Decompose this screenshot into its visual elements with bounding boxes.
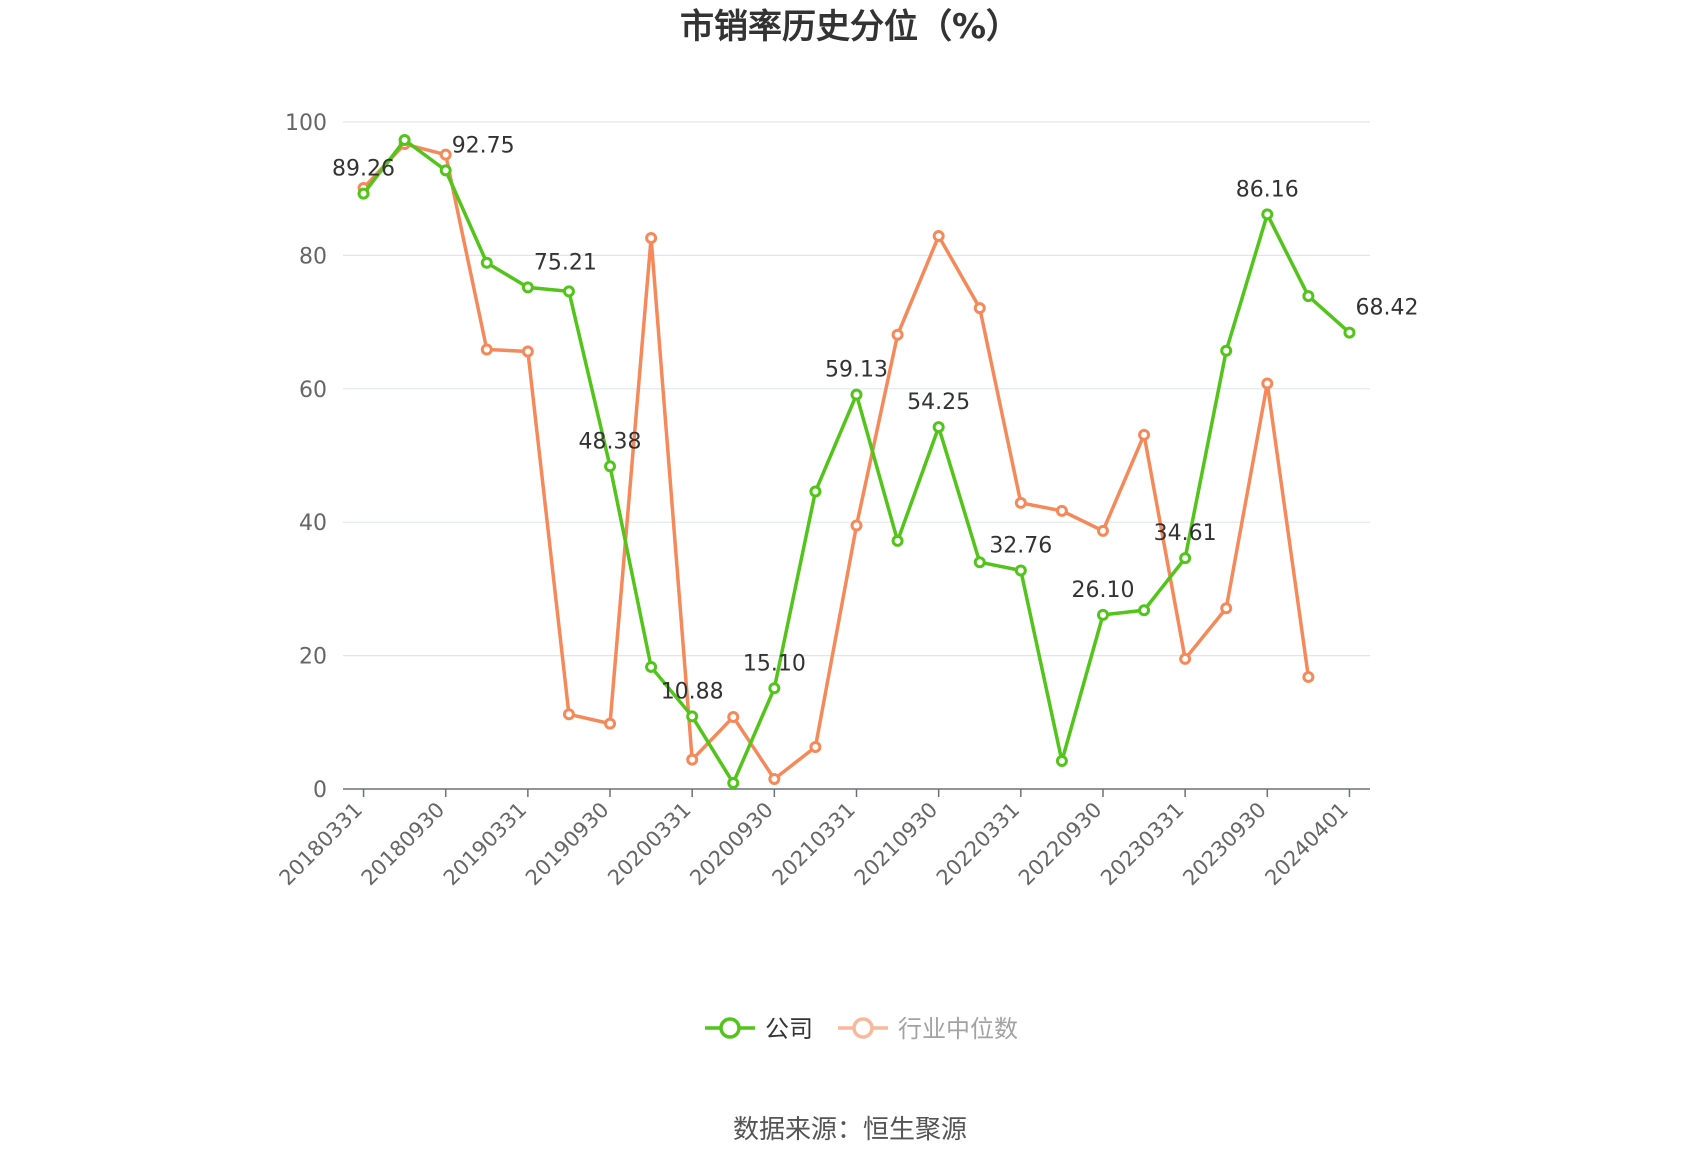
- x-tick-label: 20230930: [1178, 798, 1271, 891]
- data-point[interactable]: [686, 710, 699, 723]
- y-tick-label: 0: [313, 778, 327, 803]
- data-label: 86.16: [1236, 177, 1299, 202]
- data-labels: 89.26 92.75 75.21 48.38 10.88 15.10 59.13 54.25…: [332, 133, 1418, 704]
- legend-marker: [852, 1017, 874, 1039]
- legend-item-1[interactable]: 行业中位数: [838, 1015, 1018, 1043]
- data-point[interactable]: [645, 232, 658, 245]
- x-tick-label: 20180331: [275, 798, 368, 891]
- y-tick-label: 40: [299, 511, 327, 536]
- legend-label: 公司: [765, 1015, 813, 1043]
- y-tick-label: 60: [299, 378, 327, 403]
- data-point[interactable]: [1179, 652, 1192, 665]
- data-label: 10.88: [661, 679, 724, 704]
- data-label: 75.21: [534, 250, 597, 275]
- data-label: 48.38: [579, 429, 642, 454]
- data-point[interactable]: [439, 148, 452, 161]
- data-point[interactable]: [480, 343, 493, 356]
- data-point[interactable]: [1220, 344, 1233, 357]
- data-point[interactable]: [1096, 608, 1109, 621]
- source-note: 数据来源：恒生聚源: [733, 1115, 967, 1145]
- series-line: [362, 142, 1311, 781]
- data-point[interactable]: [604, 460, 617, 473]
- y-tick-label: 80: [299, 244, 327, 269]
- y-axis: 0 20 40 60 80 100: [285, 111, 327, 803]
- data-point[interactable]: [1302, 290, 1315, 303]
- data-point[interactable]: [932, 230, 945, 243]
- data-point[interactable]: [973, 302, 986, 315]
- data-point[interactable]: [439, 164, 452, 177]
- data-point[interactable]: [1014, 564, 1027, 577]
- series-line: [362, 138, 1351, 785]
- data-label: 26.10: [1071, 578, 1134, 603]
- data-point[interactable]: [562, 708, 575, 721]
- y-tick-label: 20: [299, 645, 327, 670]
- series-0: [357, 134, 1356, 789]
- data-point[interactable]: [891, 328, 904, 341]
- x-tick-label: 20240401: [1260, 798, 1353, 891]
- data-point[interactable]: [357, 187, 370, 200]
- x-tick-label: 20210930: [850, 798, 943, 891]
- x-axis: 2018033120180930201903312019093020200331…: [275, 788, 1370, 891]
- data-label: 15.10: [743, 651, 806, 676]
- data-point[interactable]: [398, 134, 411, 147]
- x-tick-label: 20180930: [357, 798, 450, 891]
- data-label: 54.25: [907, 390, 970, 415]
- data-point[interactable]: [768, 682, 781, 695]
- data-label: 32.76: [989, 533, 1052, 558]
- data-point[interactable]: [1220, 602, 1233, 615]
- data-point[interactable]: [932, 421, 945, 434]
- data-point[interactable]: [1261, 377, 1274, 390]
- x-tick-label: 20230331: [1096, 798, 1189, 891]
- data-point[interactable]: [891, 534, 904, 547]
- data-point[interactable]: [973, 556, 986, 569]
- x-tick-label: 20190930: [521, 798, 614, 891]
- x-tick-label: 20200331: [603, 798, 696, 891]
- x-tick-label: 20220331: [932, 798, 1025, 891]
- series-1: [357, 138, 1315, 785]
- data-point[interactable]: [727, 710, 740, 723]
- legend[interactable]: 公司 行业中位数: [705, 1015, 1018, 1043]
- data-point[interactable]: [1343, 326, 1356, 339]
- data-point[interactable]: [1138, 604, 1151, 617]
- data-point[interactable]: [686, 753, 699, 766]
- data-point[interactable]: [727, 776, 740, 789]
- data-point[interactable]: [645, 660, 658, 673]
- data-point[interactable]: [521, 281, 534, 294]
- legend-marker: [719, 1017, 741, 1039]
- y-tick-label: 100: [285, 111, 327, 136]
- data-point[interactable]: [521, 345, 534, 358]
- data-point[interactable]: [809, 740, 822, 753]
- chart-title: 市销率历史分位（%）: [680, 7, 1020, 47]
- x-tick-label: 20210331: [767, 798, 860, 891]
- data-point[interactable]: [562, 285, 575, 298]
- data-point[interactable]: [1302, 670, 1315, 683]
- data-point[interactable]: [850, 519, 863, 532]
- legend-label: 行业中位数: [898, 1015, 1018, 1043]
- legend-item-0[interactable]: 公司: [705, 1015, 813, 1043]
- data-point[interactable]: [1179, 552, 1192, 565]
- data-label: 68.42: [1355, 296, 1418, 321]
- data-point[interactable]: [1096, 524, 1109, 537]
- data-label: 92.75: [452, 133, 515, 158]
- data-point[interactable]: [1138, 428, 1151, 441]
- data-label: 89.26: [332, 157, 395, 182]
- data-point[interactable]: [1014, 496, 1027, 509]
- data-point[interactable]: [809, 485, 822, 498]
- data-label: 59.13: [825, 358, 888, 383]
- data-point[interactable]: [1055, 504, 1068, 517]
- data-point[interactable]: [1055, 754, 1068, 767]
- data-label: 34.61: [1154, 521, 1217, 546]
- data-point[interactable]: [480, 256, 493, 269]
- data-point[interactable]: [1261, 208, 1274, 221]
- x-tick-label: 20200930: [685, 798, 778, 891]
- series-layer: [357, 134, 1356, 789]
- x-tick-label: 20190331: [439, 798, 532, 891]
- data-point[interactable]: [850, 388, 863, 401]
- data-point[interactable]: [604, 717, 617, 730]
- x-tick-label: 20220930: [1014, 798, 1107, 891]
- data-point[interactable]: [768, 772, 781, 785]
